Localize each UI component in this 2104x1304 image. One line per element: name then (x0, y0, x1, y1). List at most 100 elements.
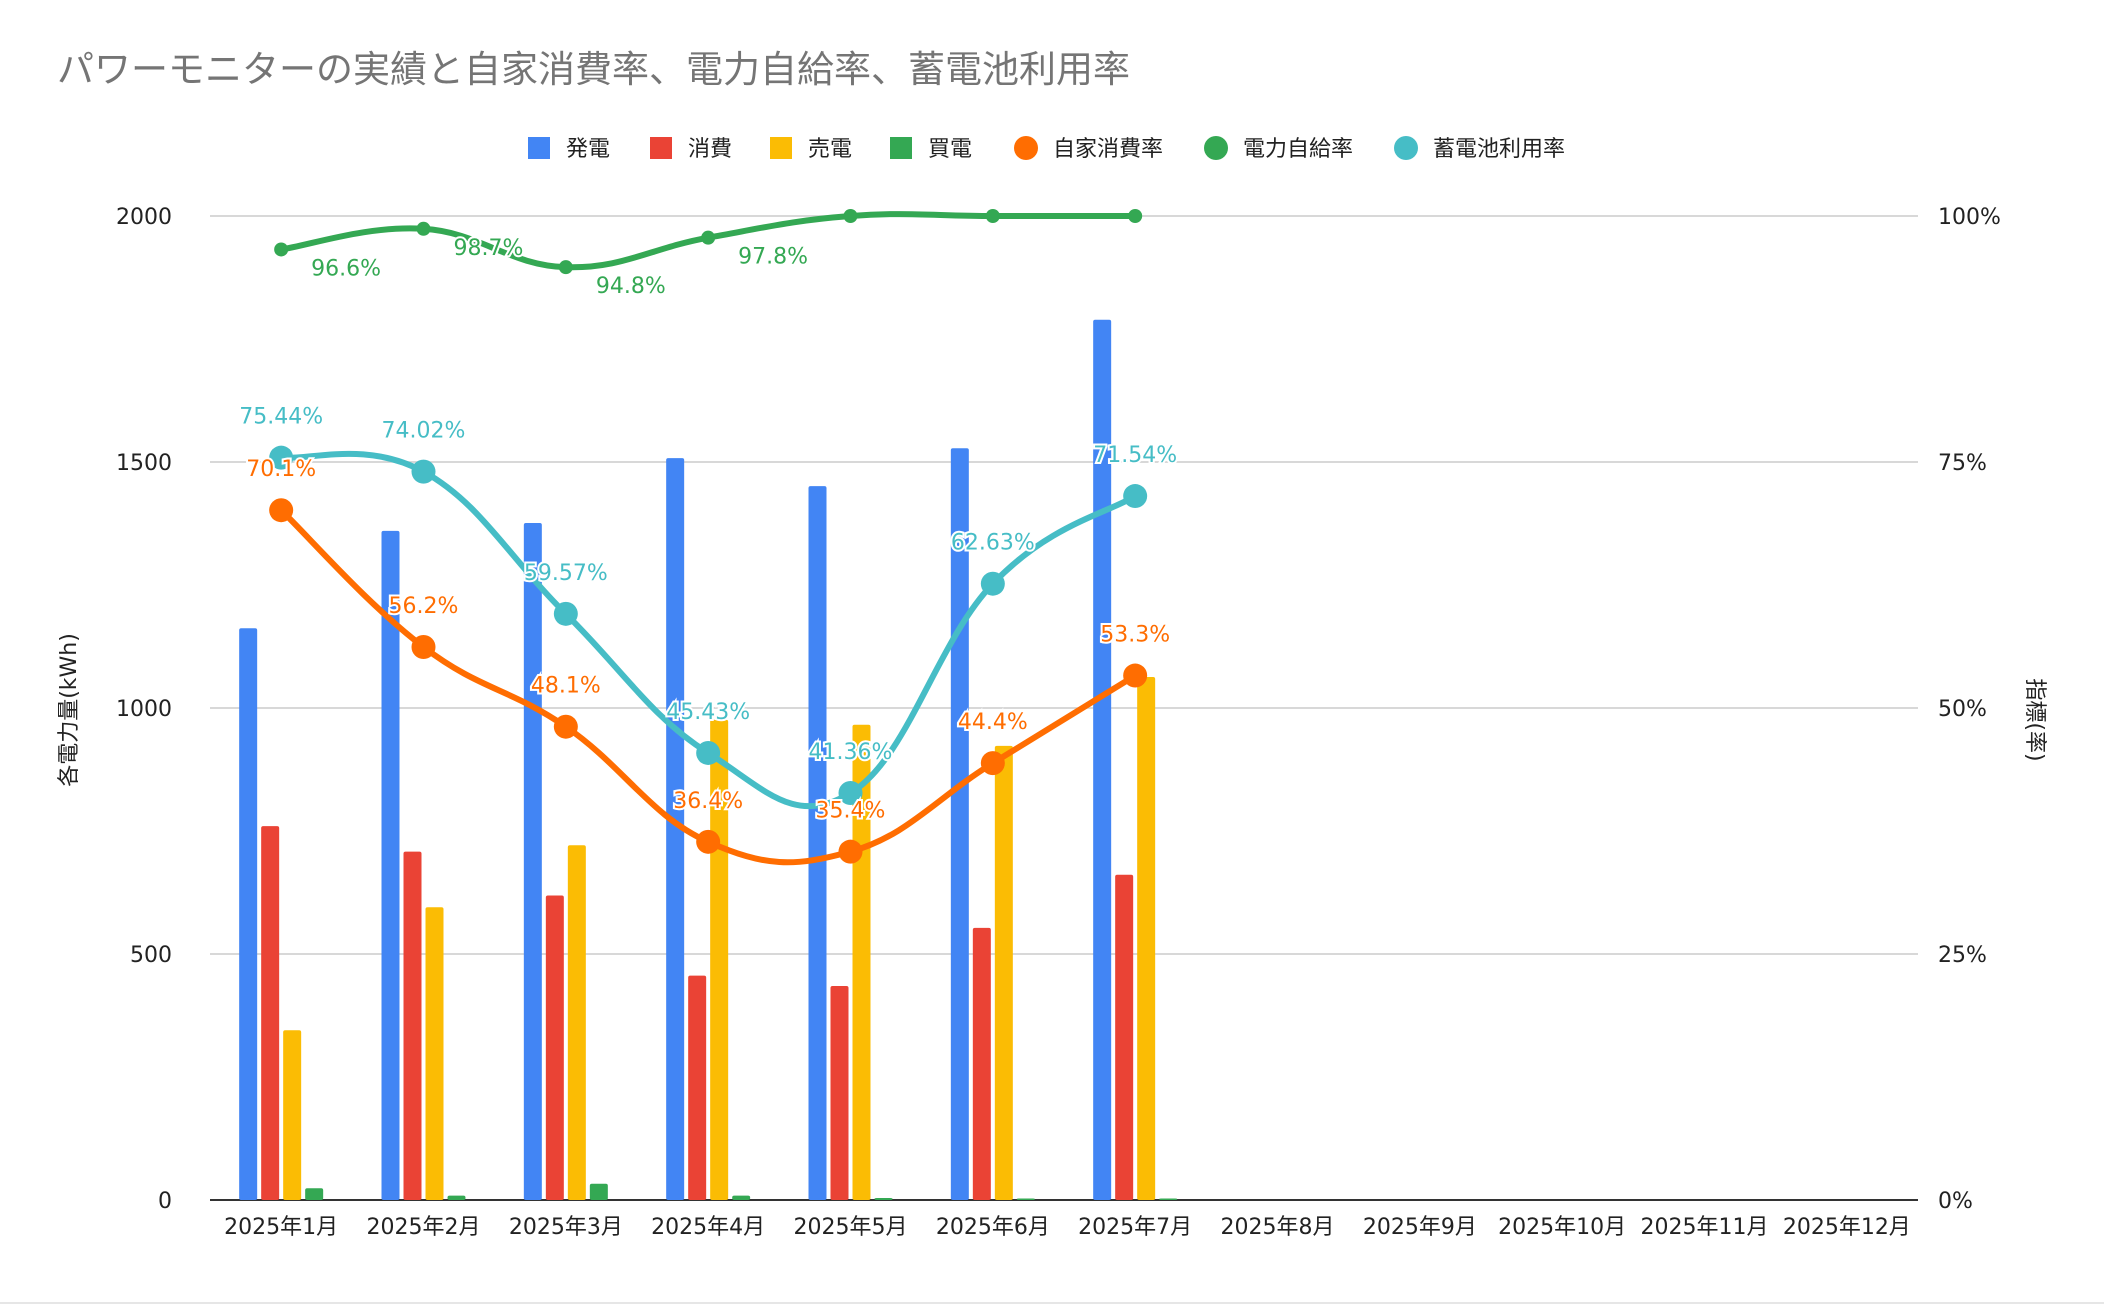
point-蓄電池利用率 (553, 601, 578, 626)
legend-swatch-蓄電池利用率 (1394, 136, 1418, 160)
point-自家消費率 (411, 634, 436, 659)
data-label-蓄電池利用率: 75.44% (239, 405, 323, 430)
chart-title: パワーモニターの実績と自家消費率、電力自給率、蓄電池利用率 (57, 48, 1130, 91)
y-axis-label: 各電力量(kWh) (57, 633, 82, 787)
point-自家消費率 (1123, 663, 1148, 688)
legend-swatch-売電 (770, 137, 792, 159)
data-label-蓄電池利用率: 71.54% (1093, 443, 1177, 468)
point-蓄電池利用率 (980, 571, 1005, 596)
bar-買電 (1016, 1198, 1035, 1200)
point-電力自給率 (416, 221, 431, 236)
point-電力自給率 (274, 242, 289, 257)
bar-買電 (732, 1195, 751, 1200)
legend-swatch-電力自給率 (1204, 136, 1228, 160)
bar-買電 (447, 1195, 466, 1200)
x-tick-label: 2025年3月 (509, 1215, 623, 1240)
y-tick-label: 1000 (116, 697, 172, 722)
bar-買電 (1159, 1198, 1178, 1200)
data-label-蓄電池利用率: 62.63% (951, 531, 1035, 556)
bar-買電 (305, 1188, 324, 1200)
data-label-自家消費率: 44.4% (958, 710, 1028, 735)
bar-消費 (403, 851, 422, 1200)
bar-売電 (1137, 677, 1156, 1200)
legend-label-買電: 買電 (928, 137, 972, 162)
point-蓄電池利用率 (696, 740, 721, 765)
bar-消費 (261, 826, 280, 1200)
bar-売電 (994, 745, 1013, 1200)
x-tick-label: 2025年5月 (794, 1215, 908, 1240)
data-label-自家消費率: 53.3% (1100, 623, 1170, 648)
bar-売電 (567, 845, 586, 1200)
point-蓄電池利用率 (411, 459, 436, 484)
y2-axis-label: 指標(率) (2022, 678, 2047, 761)
point-蓄電池利用率 (838, 781, 863, 806)
bar-発電 (523, 523, 542, 1200)
x-tick-label: 2025年1月 (224, 1215, 338, 1240)
legend-label-蓄電池利用率: 蓄電池利用率 (1433, 137, 1565, 162)
bar-売電 (283, 1030, 302, 1200)
y2-tick-label: 0% (1938, 1189, 1973, 1214)
point-電力自給率 (701, 230, 716, 245)
y-tick-label: 2000 (116, 205, 172, 230)
x-tick-label: 2025年8月 (1221, 1215, 1335, 1240)
data-label-自家消費率: 35.4% (816, 799, 886, 824)
bar-消費 (688, 975, 707, 1200)
legend-swatch-自家消費率 (1014, 136, 1038, 160)
data-label-電力自給率: 94.8% (596, 274, 666, 299)
bar-消費 (545, 895, 564, 1200)
data-label-電力自給率: 98.7% (454, 236, 524, 261)
bottom-border (0, 1302, 2104, 1304)
y-tick-label: 0 (158, 1189, 172, 1214)
y-tick-label: 500 (130, 943, 172, 968)
data-label-自家消費率: 56.2% (389, 594, 459, 619)
y-axis-ticks: 0 500 1000 1500 2000 (116, 205, 172, 1214)
point-電力自給率 (843, 209, 858, 223)
data-labels: 70.1% 56.2% 48.1% 36.4% 35.4% 44.4% 53.3% 96.6%… (237, 234, 1179, 826)
point-蓄電池利用率 (269, 445, 294, 470)
data-label-電力自給率: 97.8% (738, 245, 808, 270)
bar-消費 (830, 985, 849, 1200)
legend-label-売電: 売電 (808, 137, 852, 162)
legend-label-電力自給率: 電力自給率 (1243, 137, 1353, 162)
bar-消費 (972, 927, 991, 1200)
point-電力自給率 (985, 209, 1000, 223)
legend: 発電 消費 売電 買電 自家消費率 電力自給率 蓄電池利用率 (528, 136, 1565, 162)
data-label-蓄電池利用率: 74.02% (382, 419, 466, 444)
y2-tick-label: 100% (1938, 205, 2001, 230)
legend-swatch-買電 (890, 137, 912, 159)
bar-発電 (1093, 319, 1112, 1200)
point-自家消費率 (269, 498, 294, 523)
bar-買電 (874, 1198, 893, 1200)
point-蓄電池利用率 (1123, 484, 1148, 509)
y2-axis-ticks: 0% 25% 50% 75% 100% (1938, 205, 2001, 1214)
point-電力自給率 (1128, 209, 1143, 223)
data-label-蓄電池利用率: 59.57% (524, 561, 608, 586)
x-tick-label: 2025年12月 (1783, 1215, 1911, 1240)
point-電力自給率 (558, 260, 573, 275)
data-label-自家消費率: 48.1% (531, 674, 601, 699)
data-label-蓄電池利用率: 41.36% (809, 740, 893, 765)
bar-売電 (425, 907, 444, 1200)
point-自家消費率 (696, 829, 721, 854)
bar-発電 (381, 530, 400, 1200)
bar-発電 (808, 486, 827, 1200)
y-tick-label: 1500 (116, 451, 172, 476)
x-tick-label: 2025年4月 (651, 1215, 765, 1240)
x-tick-label: 2025年2月 (367, 1215, 481, 1240)
legend-label-発電: 発電 (566, 137, 610, 162)
bar-発電 (950, 448, 969, 1200)
points (269, 209, 1148, 864)
point-自家消費率 (553, 714, 578, 739)
x-tick-label: 2025年6月 (936, 1215, 1050, 1240)
legend-swatch-発電 (528, 137, 550, 159)
x-tick-label: 2025年10月 (1498, 1215, 1626, 1240)
gridlines (210, 215, 1918, 1201)
legend-label-消費: 消費 (688, 137, 732, 162)
x-tick-label: 2025年9月 (1363, 1215, 1477, 1240)
bar-発電 (239, 628, 258, 1200)
data-label-自家消費率: 70.1% (246, 457, 316, 482)
y2-tick-label: 25% (1938, 943, 1987, 968)
point-自家消費率 (980, 751, 1005, 776)
data-label-自家消費率: 36.4% (673, 789, 743, 814)
legend-label-自家消費率: 自家消費率 (1053, 137, 1163, 162)
